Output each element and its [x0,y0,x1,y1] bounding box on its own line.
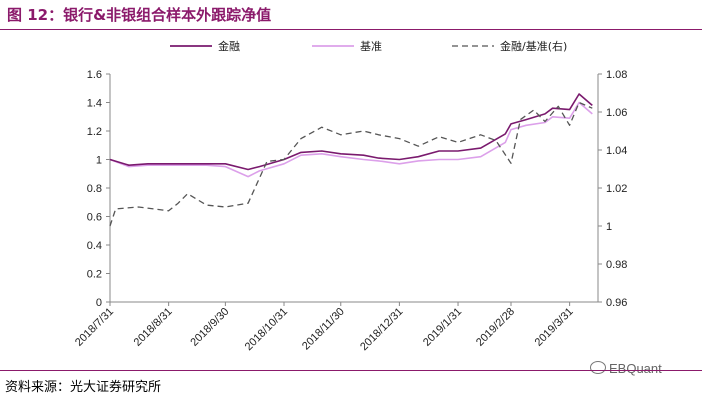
chart-legend: 金融 基准 金融/基准(右) [170,39,567,53]
x-tick-label: 2018/8/31 [132,306,175,349]
y-left-tick-label: 0 [96,297,102,309]
legend-label-1: 基准 [360,40,382,53]
title-divider [0,29,702,30]
legend-label-2: 金融/基准(右) [500,39,567,53]
y-left-tick-label: 1.4 [87,98,102,110]
wechat-icon [590,361,606,374]
series-line-1 [109,101,593,178]
watermark: EBQuant [588,361,664,376]
y-right-tick-label: 0.96 [606,297,627,309]
x-tick-label: 2019/3/31 [533,306,576,349]
y-left-tick-label: 1.2 [87,126,102,138]
y-left-tick-label: 1.6 [87,69,102,81]
x-tick-label: 2018/9/30 [188,306,231,349]
x-tick-label: 2018/12/31 [358,306,405,353]
y-right-tick-label: 1.08 [606,69,627,81]
watermark-text: EBQuant [609,361,662,376]
chart-series [109,93,593,227]
legend-label-0: 金融 [218,39,240,53]
y-left-tick-label: 0.6 [87,212,102,224]
x-tick-label: 2018/10/31 [243,306,290,353]
line-chart: 0 0.2 0.4 0.6 0.8 1 1.2 1.4 1.6 0.96 0.98 1 1.02 1.04… [73,39,627,353]
x-tick-label: 2018/11/30 [300,306,347,353]
x-tick-label: 2019/1/31 [421,306,464,349]
series-line-0 [109,93,593,171]
figure-title: 图 12：银行&非银组合样本外跟踪净值 [7,6,272,24]
source-note: 资料来源：光大证券研究所 [5,380,162,395]
series-line-2 [109,101,593,227]
chart-axes: 0 0.2 0.4 0.6 0.8 1 1.2 1.4 1.6 0.96 0.98 1 1.02 1.04… [73,69,627,353]
x-tick-label: 2019/2/28 [474,306,517,349]
y-right-tick-label: 1.06 [606,107,627,119]
y-right-tick-label: 0.98 [606,259,627,271]
x-tick-label: 2018/7/31 [73,306,116,349]
y-left-tick-label: 1 [96,155,102,167]
y-right-tick-label: 1 [606,221,612,233]
y-right-tick-label: 1.02 [606,183,627,195]
y-left-tick-label: 0.8 [87,183,102,195]
source-divider [0,370,702,371]
y-right-tick-label: 1.04 [606,145,627,157]
y-left-tick-label: 0.4 [87,240,102,252]
y-left-tick-label: 0.2 [87,269,102,281]
